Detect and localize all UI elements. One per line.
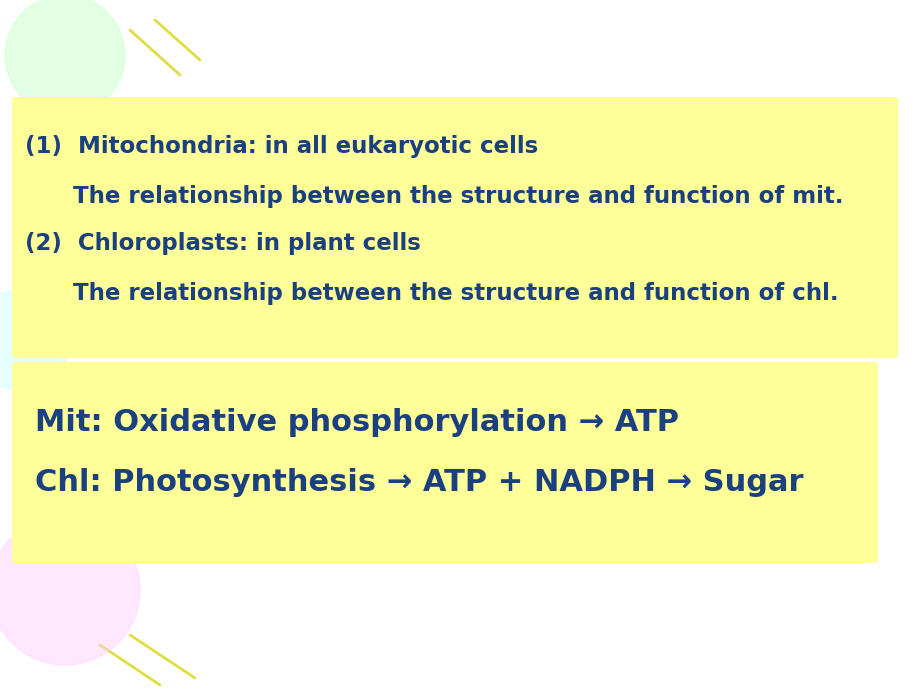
Text: Chl: Photosynthesis → ATP + NADPH → Sugar: Chl: Photosynthesis → ATP + NADPH → Suga… xyxy=(35,468,802,497)
FancyBboxPatch shape xyxy=(12,362,877,563)
Circle shape xyxy=(0,515,140,665)
Circle shape xyxy=(5,0,125,115)
Text: The relationship between the structure and function of chl.: The relationship between the structure a… xyxy=(25,282,838,305)
Text: (2)  Chloroplasts: in plant cells: (2) Chloroplasts: in plant cells xyxy=(25,232,420,255)
Text: (1)  Mitochondria: in all eukaryotic cells: (1) Mitochondria: in all eukaryotic cell… xyxy=(25,135,538,158)
FancyBboxPatch shape xyxy=(12,97,897,358)
Text: The relationship between the structure and function of mit.: The relationship between the structure a… xyxy=(25,185,843,208)
Text: Mit: Oxidative phosphorylation → ATP: Mit: Oxidative phosphorylation → ATP xyxy=(35,408,678,437)
Circle shape xyxy=(0,290,70,390)
